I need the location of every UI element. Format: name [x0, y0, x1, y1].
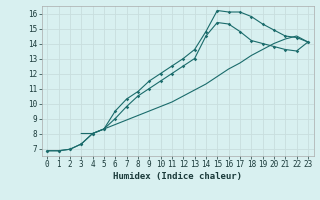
X-axis label: Humidex (Indice chaleur): Humidex (Indice chaleur) — [113, 172, 242, 181]
